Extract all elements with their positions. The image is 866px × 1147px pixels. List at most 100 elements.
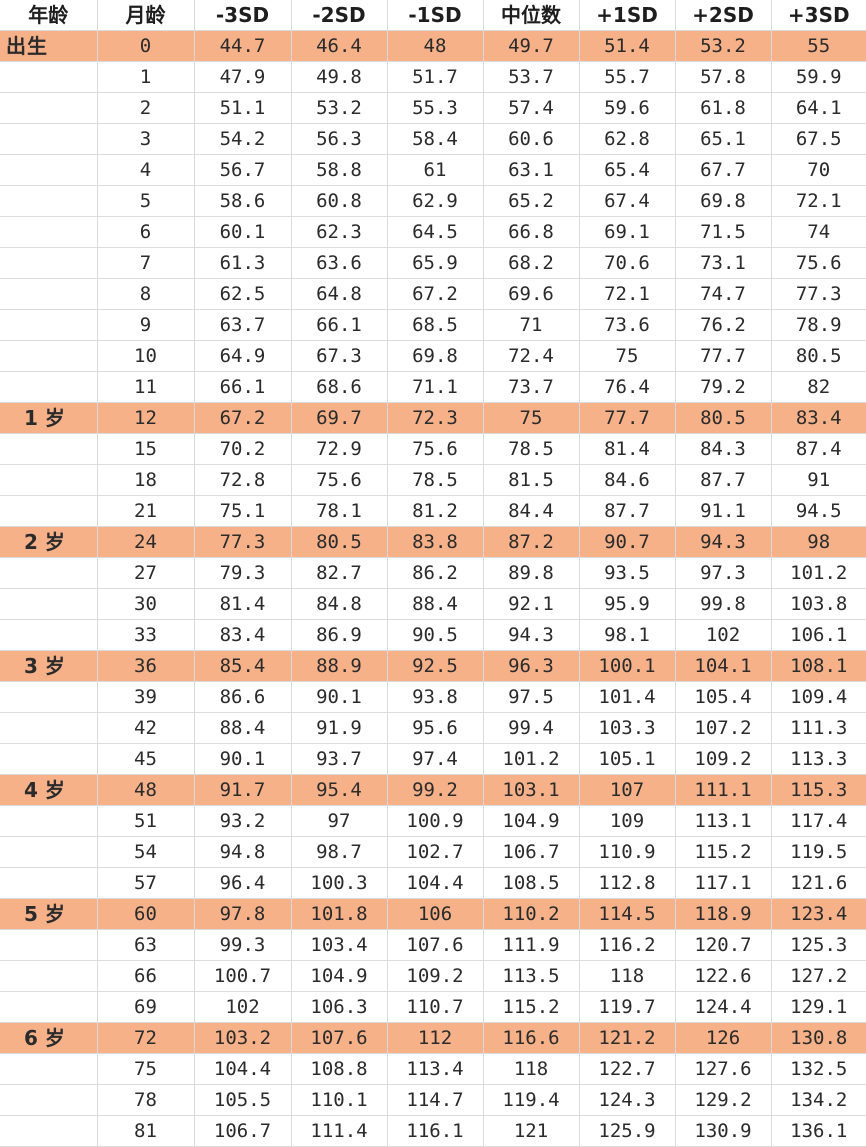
- table-row: 6 岁 72 103.2 107.6 112 116.6 121.2 126 130.8: [0, 1022, 866, 1054]
- plus-1sd-cell: 95.9: [579, 588, 676, 620]
- minus-1sd-cell: 48: [387, 30, 484, 62]
- plus-3sd-cell: 121.6: [771, 867, 866, 899]
- minus-3sd-cell: 61.3: [194, 247, 292, 279]
- age-cell: [0, 309, 98, 341]
- minus-1sd-cell: 109.2: [387, 960, 484, 992]
- age-cell: [0, 61, 98, 93]
- table-row: 54 94.8 98.7 102.7 106.7 110.9 115.2 119.5: [0, 836, 866, 868]
- age-cell: [0, 929, 98, 961]
- plus-3sd-cell: 134.2: [771, 1084, 866, 1116]
- minus-3sd-cell: 100.7: [194, 960, 292, 992]
- month-cell: 33: [97, 619, 195, 651]
- month-cell: 18: [97, 464, 195, 496]
- minus-3sd-cell: 77.3: [194, 526, 292, 558]
- plus-1sd-cell: 122.7: [579, 1053, 676, 1085]
- age-cell: [0, 433, 98, 465]
- plus-1sd-cell: 62.8: [579, 123, 676, 155]
- median-cell: 99.4: [483, 712, 580, 744]
- plus-2sd-cell: 65.1: [675, 123, 772, 155]
- age-cell: [0, 1084, 98, 1116]
- median-cell: 89.8: [483, 557, 580, 589]
- age-cell: 4 岁: [0, 774, 98, 806]
- minus-2sd-cell: 72.9: [291, 433, 388, 465]
- plus-2sd-cell: 129.2: [675, 1084, 772, 1116]
- plus-1sd-cell: 51.4: [579, 30, 676, 62]
- plus-2sd-cell: 91.1: [675, 495, 772, 527]
- age-cell: [0, 247, 98, 279]
- month-cell: 30: [97, 588, 195, 620]
- minus-2sd-cell: 49.8: [291, 61, 388, 93]
- minus-3sd-cell: 103.2: [194, 1022, 292, 1054]
- plus-3sd-cell: 108.1: [771, 650, 866, 682]
- minus-1sd-cell: 58.4: [387, 123, 484, 155]
- table-row: 1 岁 12 67.2 69.7 72.3 75 77.7 80.5 83.4: [0, 402, 866, 434]
- plus-1sd-cell: 72.1: [579, 278, 676, 310]
- age-cell: [0, 805, 98, 837]
- plus-2sd-cell: 109.2: [675, 743, 772, 775]
- minus-1sd-cell: 90.5: [387, 619, 484, 651]
- month-cell: 11: [97, 371, 195, 403]
- month-cell: 10: [97, 340, 195, 372]
- plus-3sd-cell: 115.3: [771, 774, 866, 806]
- minus-2sd-cell: 68.6: [291, 371, 388, 403]
- age-cell: [0, 216, 98, 248]
- table-row: 3 54.2 56.3 58.4 60.6 62.8 65.1 67.5: [0, 123, 866, 155]
- minus-2sd-cell: 56.3: [291, 123, 388, 155]
- plus-2sd-cell: 61.8: [675, 92, 772, 124]
- plus-3sd-cell: 98: [771, 526, 866, 558]
- minus-3sd-cell: 63.7: [194, 309, 292, 341]
- month-cell: 7: [97, 247, 195, 279]
- table-row: 21 75.1 78.1 81.2 84.4 87.7 91.1 94.5: [0, 495, 866, 527]
- age-cell: [0, 278, 98, 310]
- age-cell: [0, 185, 98, 217]
- plus-3sd-cell: 78.9: [771, 309, 866, 341]
- header-median: 中位数: [483, 0, 580, 31]
- minus-3sd-cell: 79.3: [194, 557, 292, 589]
- age-cell: [0, 464, 98, 496]
- median-cell: 110.2: [483, 898, 580, 930]
- minus-2sd-cell: 86.9: [291, 619, 388, 651]
- minus-1sd-cell: 67.2: [387, 278, 484, 310]
- median-cell: 78.5: [483, 433, 580, 465]
- month-cell: 75: [97, 1053, 195, 1085]
- table-row: 11 66.1 68.6 71.1 73.7 76.4 79.2 82: [0, 371, 866, 403]
- plus-1sd-cell: 55.7: [579, 61, 676, 93]
- plus-3sd-cell: 111.3: [771, 712, 866, 744]
- plus-3sd-cell: 55: [771, 30, 866, 62]
- table-row: 4 岁 48 91.7 95.4 99.2 103.1 107 111.1 115.3: [0, 774, 866, 806]
- plus-3sd-cell: 130.8: [771, 1022, 866, 1054]
- plus-3sd-cell: 83.4: [771, 402, 866, 434]
- median-cell: 111.9: [483, 929, 580, 961]
- median-cell: 53.7: [483, 61, 580, 93]
- plus-2sd-cell: 97.3: [675, 557, 772, 589]
- table-row: 69 102 106.3 110.7 115.2 119.7 124.4 129.1: [0, 991, 866, 1023]
- median-cell: 104.9: [483, 805, 580, 837]
- month-cell: 69: [97, 991, 195, 1023]
- minus-2sd-cell: 67.3: [291, 340, 388, 372]
- minus-2sd-cell: 98.7: [291, 836, 388, 868]
- plus-3sd-cell: 91: [771, 464, 866, 496]
- plus-2sd-cell: 105.4: [675, 681, 772, 713]
- month-cell: 60: [97, 898, 195, 930]
- minus-2sd-cell: 90.1: [291, 681, 388, 713]
- table-row: 33 83.4 86.9 90.5 94.3 98.1 102 106.1: [0, 619, 866, 651]
- month-cell: 4: [97, 154, 195, 186]
- minus-3sd-cell: 81.4: [194, 588, 292, 620]
- age-cell: [0, 1053, 98, 1085]
- plus-3sd-cell: 132.5: [771, 1053, 866, 1085]
- minus-1sd-cell: 51.7: [387, 61, 484, 93]
- plus-3sd-cell: 123.4: [771, 898, 866, 930]
- age-cell: [0, 960, 98, 992]
- table-row: 2 51.1 53.2 55.3 57.4 59.6 61.8 64.1: [0, 92, 866, 124]
- minus-3sd-cell: 58.6: [194, 185, 292, 217]
- table-row: 42 88.4 91.9 95.6 99.4 103.3 107.2 111.3: [0, 712, 866, 744]
- age-cell: [0, 588, 98, 620]
- month-cell: 72: [97, 1022, 195, 1054]
- table-row: 9 63.7 66.1 68.5 71 73.6 76.2 78.9: [0, 309, 866, 341]
- plus-3sd-cell: 82: [771, 371, 866, 403]
- plus-2sd-cell: 77.7: [675, 340, 772, 372]
- minus-3sd-cell: 86.6: [194, 681, 292, 713]
- table-row: 18 72.8 75.6 78.5 81.5 84.6 87.7 91: [0, 464, 866, 496]
- plus-3sd-cell: 70: [771, 154, 866, 186]
- minus-1sd-cell: 102.7: [387, 836, 484, 868]
